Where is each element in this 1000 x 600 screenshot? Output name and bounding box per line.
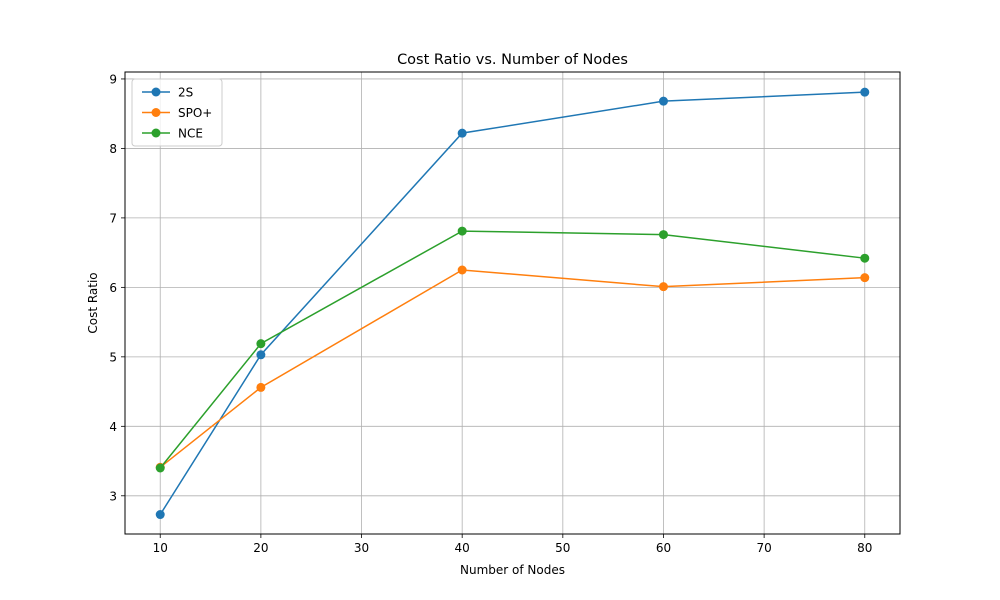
y-tick-label: 5 <box>109 350 117 364</box>
tick-layer: 10 20 30 40 50 60 70 80 3 4 5 6 7 8 9 <box>109 72 872 555</box>
plot-frame <box>124 71 901 535</box>
y-tick-label: 7 <box>109 211 117 225</box>
data-point-spo <box>860 273 870 283</box>
data-point-2s <box>457 128 467 138</box>
series-line-spo <box>159 269 865 468</box>
legend-marker-2s <box>151 87 161 97</box>
y-axis-label: Cost Ratio <box>86 272 100 333</box>
x-tick-label: 20 <box>253 541 268 555</box>
series-layer <box>155 87 870 520</box>
data-point-nce <box>155 463 165 473</box>
y-tick-label: 6 <box>109 281 117 295</box>
legend-label-2s: 2S <box>178 86 193 100</box>
x-tick-label: 30 <box>354 541 369 555</box>
data-point-spo <box>256 382 266 392</box>
chart-title: Cost Ratio vs. Number of Nodes <box>397 52 628 68</box>
legend-marker-nce <box>151 128 161 138</box>
x-axis-label: Number of Nodes <box>460 563 565 577</box>
data-point-2s <box>155 510 165 520</box>
data-point-2s <box>256 350 266 360</box>
y-tick-label: 9 <box>109 72 117 86</box>
y-tick-label: 3 <box>109 489 117 503</box>
x-tick-label: 40 <box>455 541 470 555</box>
data-point-2s <box>658 96 668 106</box>
data-point-nce <box>457 226 467 236</box>
y-tick-label: 4 <box>109 420 117 434</box>
legend-marker-spo <box>151 108 161 117</box>
legend-label-spo: SPO+ <box>178 106 212 120</box>
data-point-nce <box>256 339 266 349</box>
data-point-nce <box>860 253 870 263</box>
data-point-spo <box>457 265 467 275</box>
x-tick-label: 80 <box>857 541 872 555</box>
y-tick-label: 8 <box>109 142 117 156</box>
legend: 2S SPO+ NCE <box>131 78 223 147</box>
data-point-2s <box>860 87 870 97</box>
x-tick-label: 50 <box>555 541 570 555</box>
grid-layer <box>125 72 900 534</box>
x-tick-label: 70 <box>756 541 771 555</box>
series-line-2s <box>159 91 865 515</box>
legend-label-nce: NCE <box>178 127 203 141</box>
x-tick-label: 10 <box>153 541 168 555</box>
x-tick-label: 60 <box>656 541 671 555</box>
data-point-nce <box>658 230 668 240</box>
data-point-spo <box>658 282 668 292</box>
